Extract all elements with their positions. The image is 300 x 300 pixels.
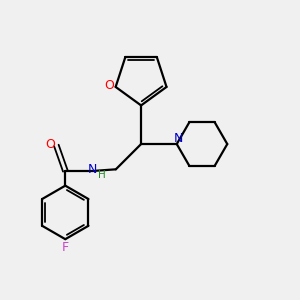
Text: F: F (62, 241, 69, 254)
Text: O: O (104, 79, 114, 92)
Text: H: H (98, 170, 105, 180)
Text: N: N (88, 163, 97, 176)
Text: O: O (45, 138, 55, 151)
Text: N: N (173, 132, 183, 145)
